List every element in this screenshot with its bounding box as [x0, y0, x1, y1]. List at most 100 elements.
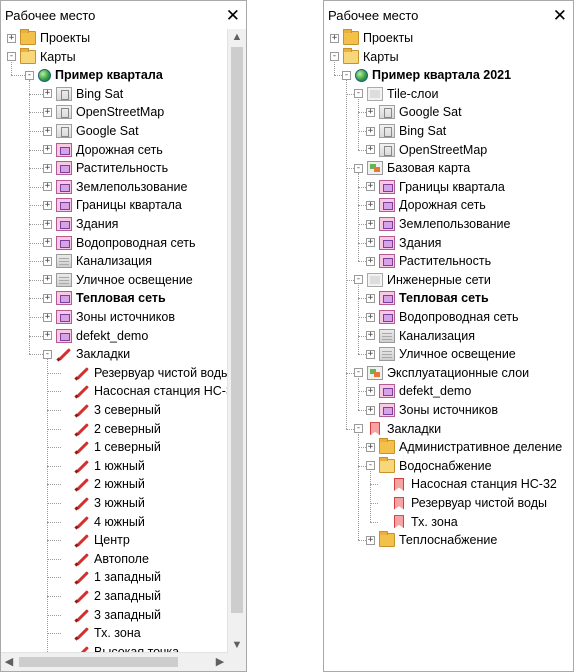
close-icon[interactable]: ✕	[552, 5, 567, 25]
expand-icon[interactable]: +	[366, 199, 375, 210]
tree-node[interactable]: + defekt_demo	[43, 327, 148, 345]
collapse-icon[interactable]: -	[342, 69, 351, 80]
tree-node[interactable]: 3 западный	[61, 606, 161, 624]
expand-icon[interactable]: +	[7, 32, 16, 43]
expand-icon[interactable]: +	[366, 404, 375, 415]
expand-icon[interactable]: +	[43, 106, 52, 117]
tree-node[interactable]: + OpenStreetMap	[43, 103, 164, 121]
tree-node[interactable]: - Базовая карта	[354, 159, 470, 177]
tree-node[interactable]: + Административное деление	[366, 438, 562, 456]
scrollbar-thumb[interactable]	[231, 47, 243, 613]
tree-node[interactable]: + Bing Sat	[43, 85, 123, 103]
expand-icon[interactable]: +	[43, 125, 52, 136]
tree-node[interactable]: - Закладки	[43, 345, 130, 363]
tree-node[interactable]: Тх. зона	[378, 513, 458, 531]
expand-icon[interactable]: +	[366, 125, 375, 136]
expand-icon[interactable]: +	[366, 441, 375, 452]
expand-icon[interactable]: +	[366, 385, 375, 396]
horizontal-scrollbar[interactable]: ◀ ▶	[1, 652, 228, 671]
vertical-scrollbar[interactable]: ▲ ▼	[227, 29, 246, 653]
tree-node[interactable]: Тх. зона	[61, 624, 141, 642]
tree-node[interactable]: + Здания	[43, 215, 118, 233]
expand-icon[interactable]: +	[366, 106, 375, 117]
tree-node[interactable]: + Землепользование	[43, 178, 187, 196]
tree-node[interactable]: + Водопроводная сеть	[366, 308, 519, 326]
tree-node[interactable]: + Здания	[366, 234, 441, 252]
tree-node[interactable]: 3 южный	[61, 494, 145, 512]
tree-node[interactable]: + Google Sat	[366, 103, 462, 121]
tree-node[interactable]: + Дорожная сеть	[43, 141, 163, 159]
tree-node[interactable]: 1 северный	[61, 438, 161, 456]
tree-node[interactable]: - Пример квартала 2021	[342, 66, 511, 84]
tree-node[interactable]: + Дорожная сеть	[366, 196, 486, 214]
tree-node[interactable]: + Зоны источников	[366, 401, 498, 419]
tree-node[interactable]: - Tile-слои	[354, 85, 438, 103]
tree-node[interactable]: + Канализация	[366, 327, 475, 345]
tree-node[interactable]: + Проекты	[330, 29, 413, 47]
expand-icon[interactable]: +	[43, 181, 52, 192]
collapse-icon[interactable]: -	[330, 51, 339, 62]
close-icon[interactable]: ✕	[225, 5, 240, 25]
tree-node[interactable]: - Инженерные сети	[354, 271, 491, 289]
collapse-icon[interactable]: -	[354, 162, 363, 173]
expand-icon[interactable]: +	[43, 255, 52, 266]
expand-icon[interactable]: +	[366, 330, 375, 341]
tree-node[interactable]: Резервуар чистой воды	[378, 494, 547, 512]
expand-icon[interactable]: +	[366, 144, 375, 155]
expand-icon[interactable]: +	[366, 255, 375, 266]
tree-node[interactable]: Насосная станция НС-32	[378, 475, 557, 493]
expand-icon[interactable]: +	[366, 311, 375, 322]
tree-node[interactable]: Резервуар чистой воды	[61, 364, 228, 382]
tree-node[interactable]: + Растительность	[366, 252, 491, 270]
tree-node[interactable]: + Землепользование	[366, 215, 510, 233]
tree-node[interactable]: + Границы квартала	[366, 178, 505, 196]
expand-icon[interactable]: +	[366, 181, 375, 192]
tree-node[interactable]: - Карты	[330, 47, 399, 66]
expand-icon[interactable]: +	[366, 534, 375, 545]
collapse-icon[interactable]: -	[366, 460, 375, 471]
expand-icon[interactable]: +	[43, 330, 52, 341]
expand-icon[interactable]: +	[43, 162, 52, 173]
tree-node[interactable]: - Карты	[7, 47, 76, 66]
tree-node[interactable]: Автополе	[61, 550, 149, 568]
tree-node[interactable]: 3 северный	[61, 401, 161, 419]
tree-node[interactable]: - Закладки	[354, 420, 441, 438]
expand-icon[interactable]: +	[43, 144, 52, 155]
tree-node[interactable]: + Тепловая сеть	[366, 289, 489, 307]
tree-node[interactable]: 4 южный	[61, 513, 145, 531]
expand-icon[interactable]: +	[43, 237, 52, 248]
tree-node[interactable]: - Водоснабжение	[366, 456, 492, 475]
collapse-icon[interactable]: -	[25, 69, 34, 80]
expand-icon[interactable]: +	[330, 32, 339, 43]
collapse-icon[interactable]: -	[354, 274, 363, 285]
collapse-icon[interactable]: -	[43, 348, 52, 359]
collapse-icon[interactable]: -	[7, 51, 16, 62]
tree-node[interactable]: Высокая точка	[61, 643, 179, 653]
tree-node[interactable]: + OpenStreetMap	[366, 141, 487, 159]
expand-icon[interactable]: +	[43, 199, 52, 210]
chevron-left-icon[interactable]: ◀	[4, 656, 14, 668]
tree-node[interactable]: 2 южный	[61, 475, 145, 493]
expand-icon[interactable]: +	[43, 274, 52, 285]
tree-node[interactable]: + Проекты	[7, 29, 90, 47]
expand-icon[interactable]: +	[43, 292, 52, 303]
expand-icon[interactable]: +	[43, 218, 52, 229]
expand-icon[interactable]: +	[366, 348, 375, 359]
expand-icon[interactable]: +	[43, 311, 52, 322]
tree-node[interactable]: 1 западный	[61, 568, 161, 586]
collapse-icon[interactable]: -	[354, 367, 363, 378]
tree-node[interactable]: + defekt_demo	[366, 382, 471, 400]
chevron-down-icon[interactable]: ▼	[231, 639, 243, 651]
tree-node[interactable]: + Тепловая сеть	[43, 289, 166, 307]
tree-node[interactable]: + Bing Sat	[366, 122, 446, 140]
scrollbar-thumb[interactable]	[19, 657, 178, 667]
tree-node[interactable]: - Пример квартала	[25, 66, 163, 84]
tree-node[interactable]: + Растительность	[43, 159, 168, 177]
expand-icon[interactable]: +	[43, 88, 52, 99]
tree-node[interactable]: + Канализация	[43, 252, 152, 270]
collapse-icon[interactable]: -	[354, 88, 363, 99]
expand-icon[interactable]: +	[366, 218, 375, 229]
tree-node[interactable]: + Уличное освещение	[43, 271, 193, 289]
tree-node[interactable]: + Уличное освещение	[366, 345, 516, 363]
tree-node[interactable]: 1 южный	[61, 457, 145, 475]
